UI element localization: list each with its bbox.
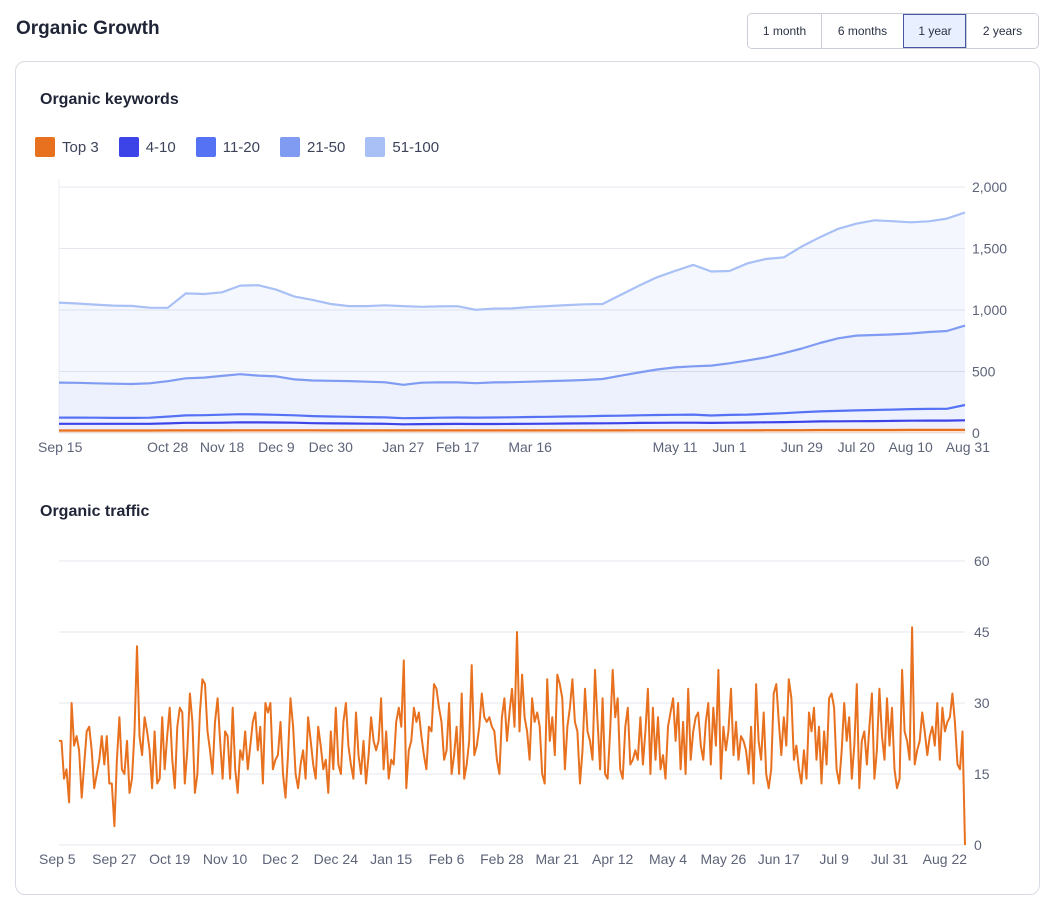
traffic-x-tick-label: Jul 9 xyxy=(819,851,849,867)
traffic-x-tick-label: May 4 xyxy=(649,851,687,867)
time-range-selector: 1 month 6 months 1 year 2 years xyxy=(747,13,1039,49)
legend-label-top3: Top 3 xyxy=(62,138,99,156)
kw-line-21-50 xyxy=(58,324,966,386)
range-1-year-button[interactable]: 1 year xyxy=(903,14,966,48)
kw-y-tick-label: 500 xyxy=(972,364,996,380)
kw-x-tick-label: Oct 28 xyxy=(147,439,188,455)
kw-x-tick-label: Jul 20 xyxy=(838,439,876,455)
legend-label-11-20: 11-20 xyxy=(222,138,260,156)
kw-x-tick-label: Feb 17 xyxy=(436,439,480,455)
kw-line-4-10 xyxy=(59,419,966,426)
traffic-x-tick-label: Feb 28 xyxy=(480,851,524,867)
legend-item-4-10[interactable]: 4-10 xyxy=(118,137,176,157)
legend-label-21-50: 21-50 xyxy=(307,138,346,156)
traffic-x-tick-label: Jan 15 xyxy=(370,851,412,867)
kw-x-tick-label: Sep 15 xyxy=(38,439,83,455)
keywords-chart-title: Organic keywords xyxy=(40,91,179,108)
keywords-legend: Top 3 4-10 11-20 21-50 51-100 xyxy=(35,137,459,157)
kw-x-tick-label: Nov 18 xyxy=(200,439,245,455)
kw-x-tick-label: Jan 27 xyxy=(382,439,424,455)
legend-item-21-50[interactable]: 21-50 xyxy=(280,137,345,157)
legend-swatch-11-20 xyxy=(195,137,216,157)
kw-area-51-100 xyxy=(59,212,965,385)
traffic-y-tick-label: 15 xyxy=(974,766,990,782)
traffic-x-tick-label: Oct 19 xyxy=(149,851,190,867)
legend-label-4-10: 4-10 xyxy=(145,138,176,156)
kw-line-top3 xyxy=(59,428,965,432)
legend-swatch-21-50 xyxy=(280,137,300,157)
legend-label-51-100: 51-100 xyxy=(392,138,440,156)
traffic-y-tick-label: 60 xyxy=(974,553,990,569)
kw-x-tick-label: Mar 16 xyxy=(508,439,552,455)
kw-x-tick-label: Jun 1 xyxy=(712,439,746,455)
organic-growth-card xyxy=(15,61,1040,895)
kw-line-11-20 xyxy=(59,403,966,420)
page-title: Organic Growth xyxy=(16,18,160,39)
traffic-x-tick-label: Sep 5 xyxy=(39,851,76,867)
kw-x-tick-label: Jun 29 xyxy=(781,439,823,455)
kw-y-tick-label: 1,500 xyxy=(972,241,1007,257)
traffic-x-tick-label: Feb 6 xyxy=(429,851,465,867)
kw-x-tick-label: Dec 9 xyxy=(258,439,295,455)
traffic-x-tick-label: Aug 22 xyxy=(923,851,968,867)
kw-x-tick-label: Aug 31 xyxy=(946,439,991,455)
traffic-x-tick-label: Sep 27 xyxy=(92,851,137,867)
kw-x-tick-label: Dec 30 xyxy=(309,439,354,455)
traffic-y-tick-label: 0 xyxy=(974,837,982,853)
kw-y-tick-label: 1,000 xyxy=(972,302,1007,318)
legend-swatch-51-100 xyxy=(365,137,386,157)
kw-x-tick-label: May 11 xyxy=(653,439,698,455)
kw-line-51-100 xyxy=(58,211,966,311)
traffic-x-tick-label: Dec 24 xyxy=(314,851,359,867)
legend-swatch-top3 xyxy=(35,137,55,157)
range-1-month-button[interactable]: 1 month xyxy=(748,14,821,48)
traffic-x-tick-label: Apr 12 xyxy=(592,851,633,867)
traffic-x-tick-label: Nov 10 xyxy=(203,851,248,867)
range-2-years-button[interactable]: 2 years xyxy=(966,14,1038,48)
traffic-y-tick-label: 45 xyxy=(974,624,990,640)
legend-item-51-100[interactable]: 51-100 xyxy=(365,137,439,157)
range-6-months-button[interactable]: 6 months xyxy=(821,14,903,48)
traffic-x-tick-label: May 26 xyxy=(700,851,746,867)
traffic-chart-title: Organic traffic xyxy=(40,503,150,520)
traffic-x-tick-label: Jun 17 xyxy=(758,851,800,867)
traffic-x-tick-label: Dec 2 xyxy=(262,851,299,867)
traffic-x-tick-label: Mar 21 xyxy=(536,851,580,867)
kw-area-21-50 xyxy=(59,325,965,419)
traffic-y-tick-label: 30 xyxy=(974,695,990,711)
legend-swatch-4-10 xyxy=(118,137,139,157)
kw-y-tick-label: 2,000 xyxy=(972,179,1007,195)
kw-y-tick-label: 0 xyxy=(972,425,980,441)
legend-item-11-20[interactable]: 11-20 xyxy=(195,137,260,157)
kw-area-11-20 xyxy=(59,405,965,425)
legend-item-top3[interactable]: Top 3 xyxy=(35,137,99,157)
traffic-x-tick-label: Jul 31 xyxy=(871,851,909,867)
kw-x-tick-label: Aug 10 xyxy=(888,439,933,455)
traffic-line xyxy=(59,626,966,846)
